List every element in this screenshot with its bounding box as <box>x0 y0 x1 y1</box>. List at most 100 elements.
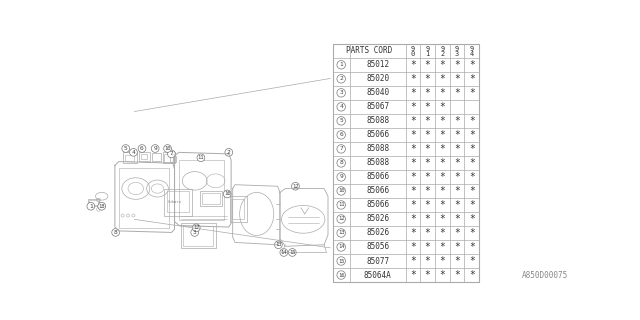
Text: *: * <box>454 60 460 70</box>
Text: 9: 9 <box>440 46 444 52</box>
Text: *: * <box>469 242 475 252</box>
Circle shape <box>337 75 346 83</box>
Text: 9: 9 <box>455 46 459 52</box>
Text: 13: 13 <box>338 230 344 236</box>
Text: 11: 11 <box>338 203 344 207</box>
Text: 4: 4 <box>470 51 474 57</box>
Bar <box>167 191 189 212</box>
Text: *: * <box>440 270 445 280</box>
Circle shape <box>337 229 346 237</box>
Bar <box>164 188 193 215</box>
Text: 85077: 85077 <box>366 257 389 266</box>
Text: A850D00075: A850D00075 <box>522 271 568 280</box>
Bar <box>180 223 216 248</box>
Bar <box>202 193 220 204</box>
Text: *: * <box>440 200 445 210</box>
Bar <box>163 152 175 163</box>
Text: *: * <box>440 186 445 196</box>
Text: PARTS CORD: PARTS CORD <box>346 46 392 55</box>
Text: 85040: 85040 <box>366 88 389 97</box>
Text: 6: 6 <box>339 132 343 137</box>
Bar <box>141 154 147 159</box>
Text: 85066: 85066 <box>366 130 389 140</box>
Text: 85064A: 85064A <box>364 270 392 280</box>
Text: 14: 14 <box>280 250 287 255</box>
Text: 10: 10 <box>164 146 171 151</box>
Text: *: * <box>454 130 460 140</box>
Bar <box>139 152 150 161</box>
Circle shape <box>337 243 346 251</box>
Text: *: * <box>425 200 431 210</box>
Text: *: * <box>425 158 431 168</box>
Text: *: * <box>454 88 460 98</box>
Bar <box>232 198 244 219</box>
Text: *: * <box>469 60 475 70</box>
Text: *: * <box>440 144 445 154</box>
Text: *: * <box>454 172 460 182</box>
Text: 1: 1 <box>339 62 343 67</box>
Text: *: * <box>425 130 431 140</box>
Text: 85088: 85088 <box>366 144 389 153</box>
Text: *: * <box>425 214 431 224</box>
Text: 85026: 85026 <box>366 228 389 237</box>
Text: *: * <box>425 172 431 182</box>
Text: *: * <box>469 172 475 182</box>
Text: *: * <box>454 186 460 196</box>
Circle shape <box>168 150 175 158</box>
Text: *: * <box>440 74 445 84</box>
Text: *: * <box>440 116 445 126</box>
Text: 85088: 85088 <box>366 116 389 125</box>
Text: *: * <box>454 116 460 126</box>
Bar <box>179 160 224 220</box>
Text: *: * <box>440 172 445 182</box>
Text: 9: 9 <box>339 174 343 180</box>
Text: 12: 12 <box>338 216 344 221</box>
Text: *: * <box>469 144 475 154</box>
Text: *: * <box>440 60 445 70</box>
Text: *: * <box>440 214 445 224</box>
Text: *: * <box>440 256 445 266</box>
Text: *: * <box>425 144 431 154</box>
Text: *: * <box>410 102 416 112</box>
Bar <box>152 153 161 161</box>
Circle shape <box>337 89 346 97</box>
Text: 15: 15 <box>338 259 344 263</box>
Text: 85020: 85020 <box>366 74 389 83</box>
Text: 16: 16 <box>338 273 344 277</box>
Text: *: * <box>425 102 431 112</box>
Circle shape <box>337 271 346 279</box>
Text: 3: 3 <box>339 90 343 95</box>
Text: 13: 13 <box>275 242 282 247</box>
Circle shape <box>337 60 346 69</box>
Text: *: * <box>454 242 460 252</box>
Circle shape <box>337 131 346 139</box>
Text: *: * <box>410 270 416 280</box>
Text: *: * <box>425 60 431 70</box>
Text: 7: 7 <box>339 146 343 151</box>
Bar <box>333 44 479 282</box>
Text: 12: 12 <box>292 184 299 189</box>
Circle shape <box>138 145 146 152</box>
Circle shape <box>193 224 200 232</box>
Text: 15: 15 <box>289 250 296 255</box>
Text: *: * <box>410 256 416 266</box>
Text: *: * <box>410 200 416 210</box>
Text: *: * <box>440 102 445 112</box>
Text: Subaru: Subaru <box>168 200 182 204</box>
Text: *: * <box>425 270 431 280</box>
Text: *: * <box>440 242 445 252</box>
Circle shape <box>122 145 130 152</box>
Text: 85012: 85012 <box>366 60 389 69</box>
Text: *: * <box>454 228 460 238</box>
Text: *: * <box>410 172 416 182</box>
Text: *: * <box>469 88 475 98</box>
Text: 2: 2 <box>339 76 343 81</box>
Circle shape <box>337 173 346 181</box>
Circle shape <box>337 145 346 153</box>
Bar <box>183 226 212 245</box>
Circle shape <box>191 228 198 236</box>
Text: 9: 9 <box>470 46 474 52</box>
Text: 85066: 85066 <box>366 200 389 210</box>
Text: 1: 1 <box>426 51 429 57</box>
Circle shape <box>225 148 233 156</box>
